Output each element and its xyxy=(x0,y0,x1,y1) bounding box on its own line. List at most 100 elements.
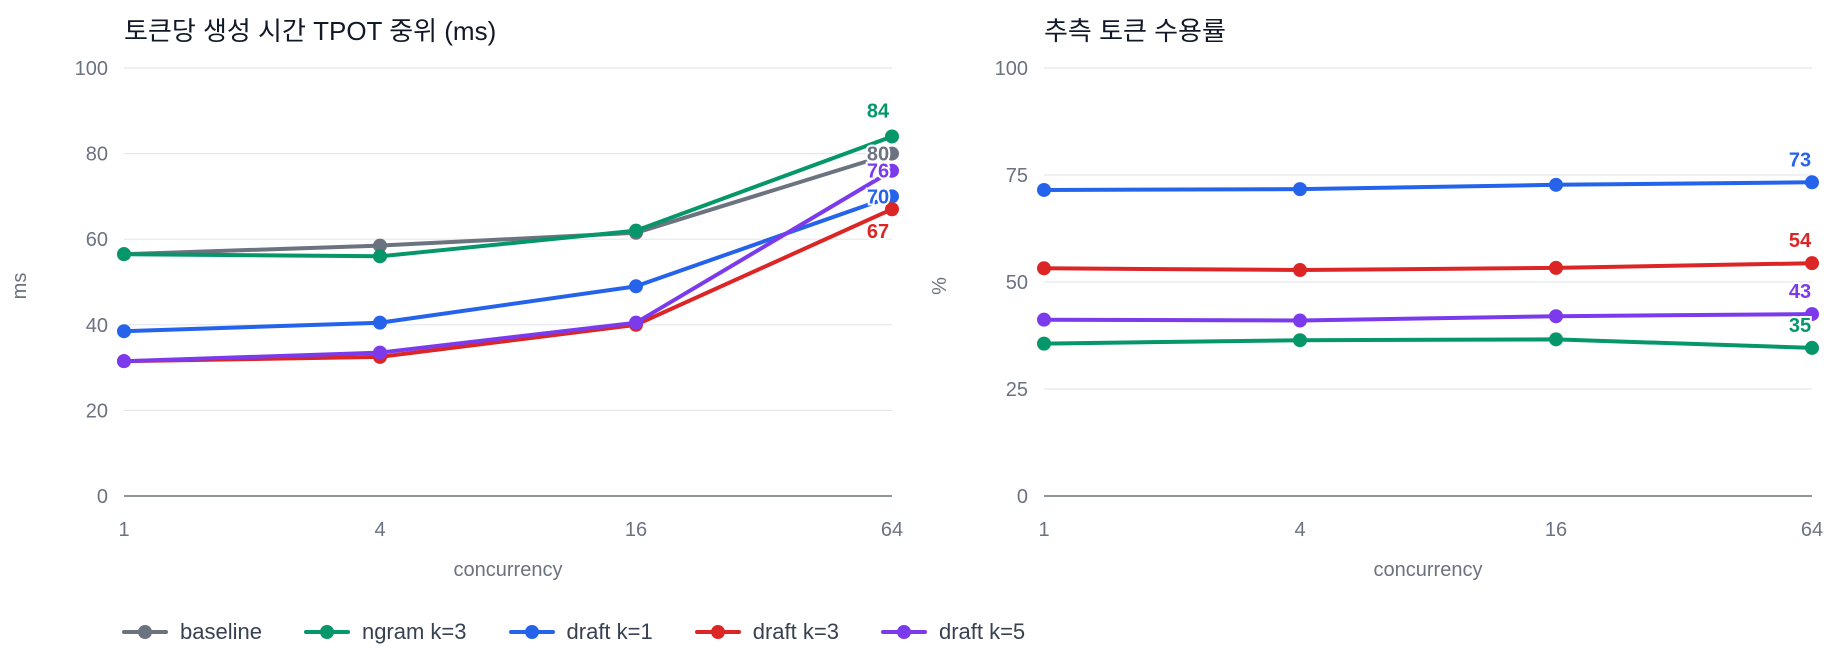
data-point xyxy=(117,324,131,339)
data-point xyxy=(1549,332,1563,347)
legend-label: draft k=3 xyxy=(752,619,839,644)
series-draft-k-5 xyxy=(1037,307,1819,328)
legend: baseline ngram k=3 draft k=1 draft k=3 draft… xyxy=(122,612,1067,652)
data-point xyxy=(885,202,899,217)
data-label: 43 xyxy=(1789,281,1811,303)
y-tick-label: 0 xyxy=(1017,486,1028,508)
data-point xyxy=(1037,336,1051,351)
series-draft-k-1 xyxy=(117,189,899,339)
data-point xyxy=(629,315,643,330)
series-line xyxy=(1042,180,1814,192)
x-tick-label: 64 xyxy=(1801,519,1823,541)
y-axis-label: % xyxy=(929,277,951,295)
legend-item: ngram k=3 xyxy=(303,619,467,645)
series-draft-k-1 xyxy=(1037,175,1819,197)
data-point xyxy=(1549,260,1563,275)
data-point xyxy=(1549,309,1563,324)
y-tick-label: 25 xyxy=(1006,379,1028,401)
x-axis-label: concurrency xyxy=(454,559,563,581)
data-label: 54 xyxy=(1789,230,1812,252)
data-point xyxy=(1805,340,1819,355)
legend-item: draft k=3 xyxy=(694,619,839,645)
data-point xyxy=(1037,261,1051,276)
series-ngram-k-3 xyxy=(117,129,899,264)
series-draft-k-3 xyxy=(117,202,899,369)
chart-title: 추측 토큰 수용률 xyxy=(1044,16,1226,46)
chart-panel-2: 추측 토큰 수용률 0 25 50 75 100 1 4 16 64 concurrency% 73 5… xyxy=(929,16,1823,581)
series-line xyxy=(122,168,894,364)
y-tick-label: 0 xyxy=(97,486,108,508)
series-ngram-k-3 xyxy=(1037,332,1819,355)
series-line xyxy=(122,207,894,364)
series-line xyxy=(122,194,894,334)
series-draft-k-5 xyxy=(117,163,899,369)
legend-label: draft k=1 xyxy=(566,619,653,644)
data-point xyxy=(885,163,899,178)
legend-dot xyxy=(319,625,334,639)
data-label: 70 xyxy=(867,186,889,208)
legend-dot xyxy=(710,625,725,639)
x-tick-label: 16 xyxy=(1545,519,1567,541)
data-label: 80 xyxy=(867,144,889,166)
data-point xyxy=(885,146,899,161)
x-tick-label: 64 xyxy=(881,519,903,541)
legend-dot xyxy=(896,625,911,639)
data-point xyxy=(1037,312,1051,327)
y-tick-label: 50 xyxy=(1006,272,1028,294)
legend-item: baseline xyxy=(122,619,262,645)
data-point xyxy=(629,279,643,294)
legend-swatch xyxy=(694,622,741,642)
data-point xyxy=(1805,175,1819,190)
series-line xyxy=(122,134,894,259)
y-tick-label: 80 xyxy=(86,144,108,166)
data-label: 35 xyxy=(1789,315,1811,337)
chart-title: 토큰당 생성 시간 TPOT 중위 (ms) xyxy=(124,16,496,46)
y-tick-label: 100 xyxy=(995,58,1028,80)
x-tick-label: 4 xyxy=(1294,519,1305,541)
legend-swatch xyxy=(508,622,555,642)
data-label: 73 xyxy=(1789,149,1811,171)
legend-label: baseline xyxy=(180,619,262,644)
data-point xyxy=(373,249,387,264)
data-point xyxy=(1549,177,1563,192)
legend-dot xyxy=(524,625,539,639)
series-line xyxy=(122,151,894,257)
series-draft-k-3 xyxy=(1037,256,1819,278)
data-point xyxy=(1037,182,1051,197)
y-tick-label: 20 xyxy=(86,400,108,422)
data-point xyxy=(117,247,131,262)
y-tick-label: 75 xyxy=(1006,165,1028,187)
data-point xyxy=(1293,263,1307,278)
data-label: 84 xyxy=(867,100,890,122)
data-label: 76 xyxy=(867,161,889,183)
legend-item: draft k=1 xyxy=(508,619,653,645)
data-point xyxy=(373,345,387,360)
chart-panel-1: 토큰당 생성 시간 TPOT 중위 (ms) 0 20 40 60 80 100 1 4 16 64… xyxy=(9,16,903,581)
x-tick-label: 4 xyxy=(374,519,385,541)
legend-swatch xyxy=(303,622,350,642)
x-tick-label: 16 xyxy=(625,519,647,541)
data-point xyxy=(1293,182,1307,197)
y-tick-label: 40 xyxy=(86,315,108,337)
data-point xyxy=(1805,307,1819,322)
y-axis-label: ms xyxy=(9,273,31,300)
series-line xyxy=(1042,312,1814,323)
data-point xyxy=(1293,313,1307,328)
x-tick-label: 1 xyxy=(1038,519,1049,541)
series-line xyxy=(1042,261,1814,272)
series-line xyxy=(1042,337,1814,350)
data-point xyxy=(117,354,131,369)
x-tick-label: 1 xyxy=(118,519,129,541)
data-point xyxy=(1293,333,1307,348)
x-axis-label: concurrency xyxy=(1374,559,1483,581)
legend-label: ngram k=3 xyxy=(361,619,467,644)
data-point xyxy=(1805,256,1819,271)
legend-item: draft k=5 xyxy=(880,619,1025,645)
data-point xyxy=(373,238,387,253)
legend-swatch xyxy=(880,622,927,642)
y-tick-label: 60 xyxy=(86,229,108,251)
data-point xyxy=(885,189,899,204)
data-label: 67 xyxy=(867,221,889,243)
data-point xyxy=(885,129,899,144)
